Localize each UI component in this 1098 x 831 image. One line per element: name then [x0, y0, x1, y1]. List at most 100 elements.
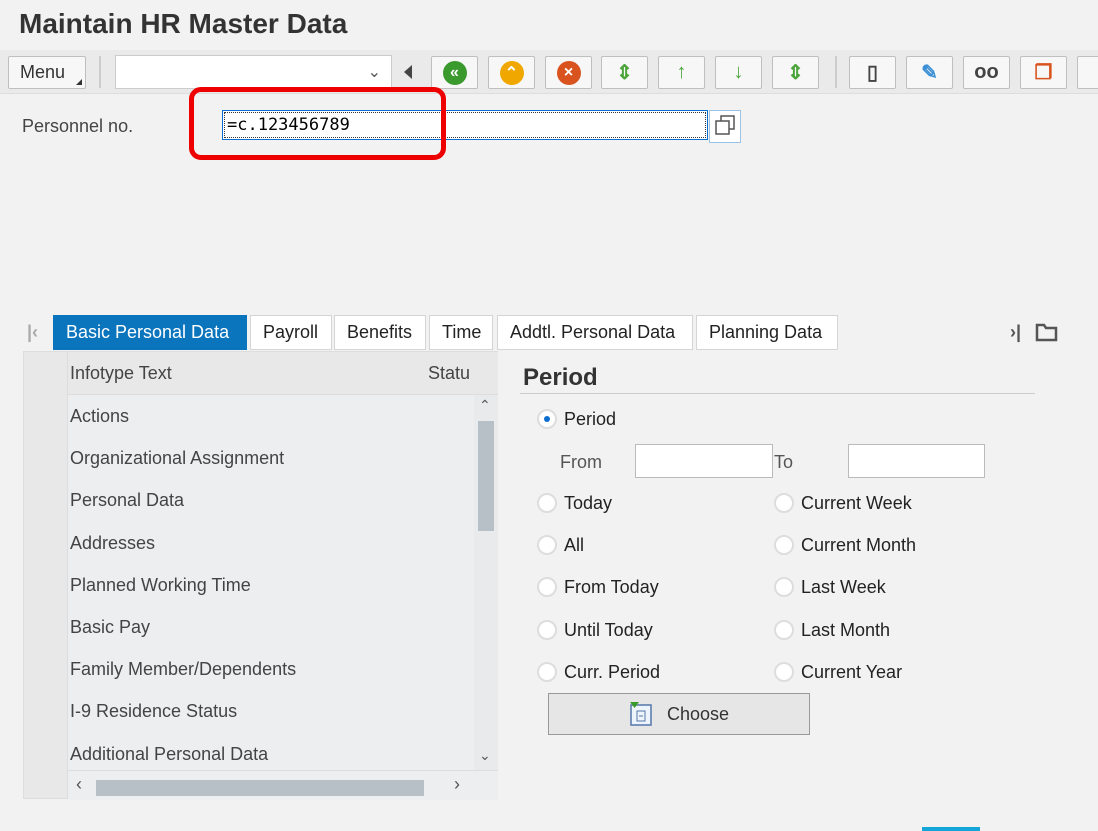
table-row[interactable]: Actions [70, 406, 130, 426]
change-pencil-button[interactable]: ✎ [906, 56, 953, 89]
radio-curr-period[interactable] [537, 661, 557, 682]
radio-period-label: Period [564, 409, 617, 429]
radio-label: Current Month [801, 535, 917, 556]
personnel-no-label: Personnel no. [22, 116, 134, 136]
back-button[interactable]: « [431, 56, 478, 89]
last-tab-icon[interactable]: ›| [1010, 322, 1022, 342]
page-title: Maintain HR Master Data [19, 8, 348, 39]
menu-label: Menu [20, 62, 66, 82]
column-header-status[interactable]: Statu [428, 363, 471, 383]
more-button[interactable]: ▪ [1077, 56, 1098, 89]
to-date-input[interactable] [848, 444, 985, 478]
radio-from-today[interactable] [537, 577, 557, 598]
infotype-table: Infotype Text Statu Actions Organizationa… [23, 351, 498, 800]
menu-button[interactable]: Menu [8, 56, 86, 89]
vertical-scrollbar[interactable]: ⌃ ⌄ [474, 395, 498, 770]
radio-until-today[interactable] [537, 619, 557, 640]
from-label: From [560, 452, 602, 472]
table-row[interactable]: Planned Working Time [70, 574, 251, 595]
horizontal-scrollbar[interactable]: ‹ › [68, 770, 498, 800]
tab-planning-data[interactable]: Planning Data [696, 315, 838, 350]
choose-label: Choose [666, 703, 730, 724]
tab-benefits[interactable]: Benefits [334, 315, 426, 350]
table-row[interactable]: Addresses [70, 532, 156, 553]
last-page-button[interactable]: ⇕ [772, 56, 819, 89]
radio-today[interactable] [537, 493, 557, 513]
scroll-up-icon[interactable]: ⌃ [479, 397, 491, 413]
previous-page-button[interactable]: ↑ [658, 56, 705, 89]
scroll-right-icon[interactable]: › [454, 774, 460, 794]
horizontal-scroll-thumb[interactable] [96, 780, 424, 796]
next-page-icon: ↓ [733, 61, 744, 83]
copy-icon: ❐ [1034, 62, 1053, 84]
create-icon: ▯ [866, 62, 878, 84]
radio-label: Last Month [801, 619, 891, 640]
radio-label: All [564, 535, 585, 556]
scroll-left-icon[interactable]: ‹ [76, 774, 82, 794]
first-tab-icon[interactable]: |‹ [27, 322, 39, 342]
tab-list-icon[interactable] [1035, 321, 1059, 348]
divider [835, 56, 837, 88]
radio-label: Until Today [564, 619, 653, 640]
scroll-down-icon[interactable]: ⌄ [479, 747, 491, 763]
display-glasses-button[interactable]: oo [963, 56, 1010, 89]
table-row[interactable]: Personal Data [70, 490, 185, 511]
chevron-down-icon[interactable]: ⌄ [367, 64, 381, 81]
last-page-icon: ⇕ [787, 62, 804, 84]
collapse-triangle-icon[interactable] [404, 65, 412, 79]
table-row[interactable]: Organizational Assignment [70, 448, 285, 469]
multiple-selection-button[interactable] [709, 110, 741, 143]
previous-page-icon: ↑ [676, 61, 687, 83]
tab-time[interactable]: Time [429, 315, 493, 350]
to-label: To [774, 452, 794, 472]
command-field[interactable]: ⌄ [115, 55, 392, 89]
menu-corner-icon [76, 79, 82, 85]
radio-last-week[interactable] [774, 577, 794, 598]
copy-button[interactable]: ❐ [1020, 56, 1067, 89]
radio-label: Current Week [801, 493, 912, 513]
exit-icon: ⌃ [499, 60, 524, 85]
radio-current-year[interactable] [774, 661, 794, 682]
radio-label: Last Week [801, 577, 886, 598]
tab-basic-personal-data[interactable]: Basic Personal Data [53, 315, 247, 350]
exit-button[interactable]: ⌃ [488, 56, 535, 89]
tab-payroll[interactable]: Payroll [250, 315, 332, 350]
divider [99, 56, 101, 88]
radio-label: From Today [564, 577, 659, 598]
next-page-button[interactable]: ↓ [715, 56, 762, 89]
choose-button[interactable]: Choose [548, 693, 810, 735]
table-row[interactable]: I-9 Residence Status [70, 701, 238, 722]
radio-current-month[interactable] [774, 535, 794, 556]
table-row[interactable]: Additional Personal Data [70, 743, 269, 764]
table-row[interactable]: Basic Pay [70, 617, 151, 637]
toolbar: Menu ⌄ « ⌃ × ⇕ ↑ ↓ ⇕ ▯ ✎ oo ❐ ▪ [0, 50, 1098, 94]
display-glasses-icon: oo [974, 61, 999, 83]
table-row[interactable]: Family Member/Dependents [70, 659, 297, 680]
radio-period[interactable] [537, 409, 557, 429]
radio-all[interactable] [537, 535, 557, 556]
highlight-annotation [189, 87, 446, 160]
first-page-button[interactable]: ⇕ [601, 56, 648, 89]
create-button[interactable]: ▯ [849, 56, 896, 89]
radio-current-week[interactable] [774, 493, 794, 513]
vertical-scroll-thumb[interactable] [478, 421, 494, 531]
back-icon: « [442, 60, 467, 85]
from-date-input[interactable] [635, 444, 773, 478]
choose-icon [629, 702, 652, 726]
multiple-selection-icon [715, 115, 735, 135]
radio-label: Today [564, 493, 613, 513]
radio-label: Curr. Period [564, 661, 661, 682]
change-pencil-icon: ✎ [921, 62, 938, 84]
column-header-infotype-text[interactable]: Infotype Text [70, 363, 172, 383]
tab-addtl-personal-data[interactable]: Addtl. Personal Data [497, 315, 693, 350]
first-page-icon: ⇕ [616, 62, 633, 84]
personnel-no-input[interactable]: =c.123456789 [222, 110, 708, 140]
radio-label: Current Year [801, 661, 903, 682]
cancel-button[interactable]: × [545, 56, 592, 89]
more-icon: ▪ [1097, 61, 1098, 84]
radio-last-month[interactable] [774, 619, 794, 640]
table-header: Infotype Text Statu [68, 352, 498, 395]
status-indicator [922, 827, 980, 831]
cancel-icon: × [556, 60, 581, 85]
row-selector-column[interactable] [24, 352, 68, 798]
